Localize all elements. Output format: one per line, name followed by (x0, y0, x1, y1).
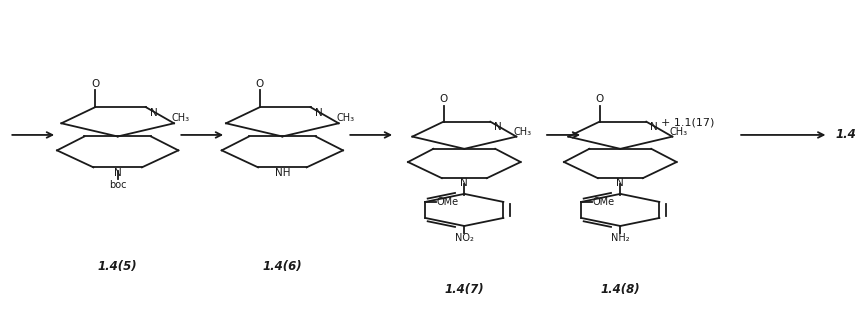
Text: N: N (616, 179, 624, 188)
Text: OMe: OMe (437, 197, 458, 207)
Text: CH₃: CH₃ (337, 113, 355, 123)
Text: O: O (439, 94, 448, 104)
Text: 1.4(5): 1.4(5) (98, 259, 137, 272)
Text: NH₂: NH₂ (611, 233, 629, 243)
Text: 1.4(7): 1.4(7) (444, 283, 484, 296)
Text: N: N (114, 168, 122, 178)
Text: O: O (91, 79, 99, 89)
Text: N: N (650, 122, 658, 132)
Text: + 1.1(17): + 1.1(17) (661, 117, 714, 128)
Text: CH₃: CH₃ (172, 113, 190, 123)
Text: N: N (460, 179, 468, 188)
Text: N: N (150, 108, 158, 118)
Text: N: N (494, 122, 502, 132)
Text: O: O (256, 79, 264, 89)
Text: 1.4(8): 1.4(8) (601, 283, 640, 296)
Text: CH₃: CH₃ (514, 127, 532, 137)
Text: NH: NH (274, 168, 290, 178)
Text: boc: boc (109, 180, 127, 190)
Text: NO₂: NO₂ (455, 233, 474, 243)
Text: OMe: OMe (593, 197, 615, 207)
Text: 1.4: 1.4 (835, 128, 856, 141)
Text: O: O (595, 94, 603, 104)
Text: N: N (315, 108, 323, 118)
Text: 1.4(6): 1.4(6) (262, 259, 302, 272)
Text: CH₃: CH₃ (670, 127, 687, 137)
